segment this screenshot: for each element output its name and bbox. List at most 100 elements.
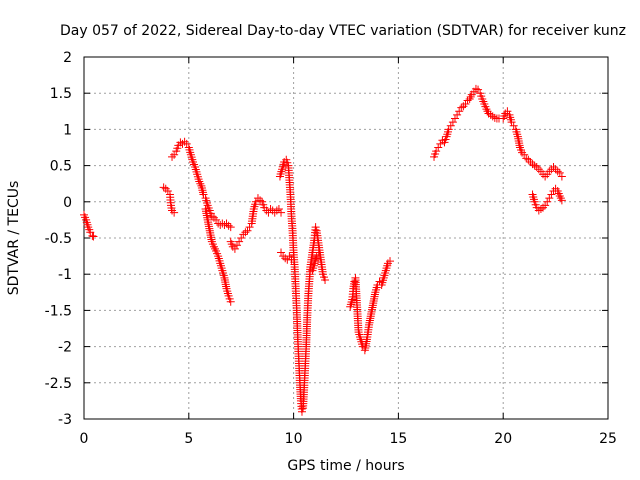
data-point bbox=[212, 215, 221, 224]
data-point bbox=[226, 223, 235, 232]
data-point bbox=[557, 196, 566, 205]
data-point bbox=[198, 186, 207, 195]
data-point bbox=[534, 165, 543, 174]
data-point bbox=[528, 160, 537, 169]
data-point bbox=[241, 228, 250, 237]
y-tick-label: 0.5 bbox=[50, 159, 72, 175]
data-point bbox=[89, 232, 98, 241]
data-point bbox=[277, 208, 286, 217]
data-point bbox=[239, 230, 248, 239]
data-point bbox=[226, 297, 235, 306]
x-tick-label: 15 bbox=[389, 431, 407, 447]
data-point bbox=[314, 248, 323, 257]
data-point bbox=[541, 201, 550, 210]
data-point bbox=[547, 190, 556, 199]
data-point bbox=[266, 205, 275, 214]
y-axis-label: SDTVAR / TECUs bbox=[6, 181, 22, 296]
x-tick-label: 25 bbox=[599, 431, 617, 447]
data-point bbox=[545, 194, 554, 203]
plot-frame bbox=[83, 56, 609, 420]
data-point bbox=[287, 255, 296, 264]
data-point bbox=[350, 277, 359, 286]
chart-title: Day 057 of 2022, Sidereal Day-to-day VTE… bbox=[60, 23, 626, 39]
data-point bbox=[522, 154, 531, 163]
data-point bbox=[207, 212, 216, 221]
data-point bbox=[536, 205, 545, 214]
data-point bbox=[196, 179, 205, 188]
x-tick-label: 20 bbox=[494, 431, 512, 447]
y-tick-label: 2 bbox=[63, 50, 72, 66]
data-point bbox=[455, 107, 464, 116]
y-tick-label: -3 bbox=[58, 412, 72, 428]
data-point bbox=[312, 252, 321, 261]
data-point bbox=[448, 118, 457, 127]
data-point bbox=[233, 241, 242, 250]
data-point bbox=[211, 244, 219, 253]
data-point bbox=[432, 147, 441, 156]
data-point bbox=[446, 121, 455, 130]
y-tick-label: -0.5 bbox=[45, 231, 72, 247]
x-tick-label: 10 bbox=[285, 431, 303, 447]
x-tick-label: 5 bbox=[184, 431, 193, 447]
data-point bbox=[465, 94, 474, 103]
data-point bbox=[453, 110, 462, 119]
data-points bbox=[80, 84, 566, 416]
data-point bbox=[163, 186, 172, 195]
data-point bbox=[159, 183, 168, 192]
data-point bbox=[503, 107, 512, 116]
data-point bbox=[509, 121, 518, 130]
data-point bbox=[488, 112, 497, 121]
grid-lines bbox=[84, 57, 608, 419]
data-point bbox=[461, 100, 470, 109]
data-point bbox=[490, 113, 499, 122]
data-point bbox=[176, 138, 185, 147]
x-axis-label: GPS time / hours bbox=[287, 458, 404, 474]
y-tick-label: -2.5 bbox=[45, 376, 72, 392]
data-point bbox=[457, 103, 466, 112]
data-point bbox=[530, 161, 539, 170]
data-point bbox=[321, 275, 330, 284]
data-point bbox=[507, 118, 516, 127]
data-point bbox=[444, 125, 453, 134]
data-point bbox=[245, 223, 254, 232]
x-tick-label: 0 bbox=[80, 431, 89, 447]
data-point bbox=[526, 157, 535, 166]
data-point bbox=[520, 150, 529, 159]
data-point bbox=[220, 220, 229, 229]
data-point bbox=[474, 85, 483, 94]
y-tick-label: -2 bbox=[58, 340, 72, 356]
data-point bbox=[222, 219, 231, 228]
data-point bbox=[277, 248, 286, 257]
data-point bbox=[274, 205, 283, 214]
y-tick-label: 1 bbox=[63, 122, 72, 138]
data-point bbox=[534, 206, 543, 215]
y-tick-label: 1.5 bbox=[50, 86, 72, 102]
y-tick-label: -1 bbox=[58, 267, 72, 283]
y-tick-label: 0 bbox=[63, 195, 72, 211]
data-point bbox=[237, 234, 246, 242]
data-point bbox=[524, 155, 533, 164]
data-point bbox=[224, 221, 233, 230]
data-point bbox=[235, 237, 244, 246]
data-point bbox=[161, 184, 170, 193]
y-tick-label: -1.5 bbox=[45, 303, 72, 319]
data-point bbox=[386, 257, 395, 266]
data-point bbox=[541, 172, 550, 181]
data-point bbox=[556, 194, 565, 203]
data-point bbox=[180, 137, 189, 146]
data-point bbox=[285, 252, 294, 261]
data-point bbox=[543, 197, 552, 206]
data-point bbox=[436, 139, 445, 148]
data-point bbox=[549, 163, 558, 172]
data-point bbox=[243, 226, 252, 235]
data-point bbox=[434, 143, 443, 152]
data-point bbox=[170, 150, 179, 159]
data-point bbox=[471, 84, 480, 93]
data-point bbox=[170, 208, 179, 217]
data-point bbox=[553, 167, 562, 176]
data-point bbox=[281, 254, 290, 263]
data-point bbox=[199, 190, 208, 199]
data-point bbox=[256, 196, 265, 205]
data-point bbox=[230, 244, 239, 253]
